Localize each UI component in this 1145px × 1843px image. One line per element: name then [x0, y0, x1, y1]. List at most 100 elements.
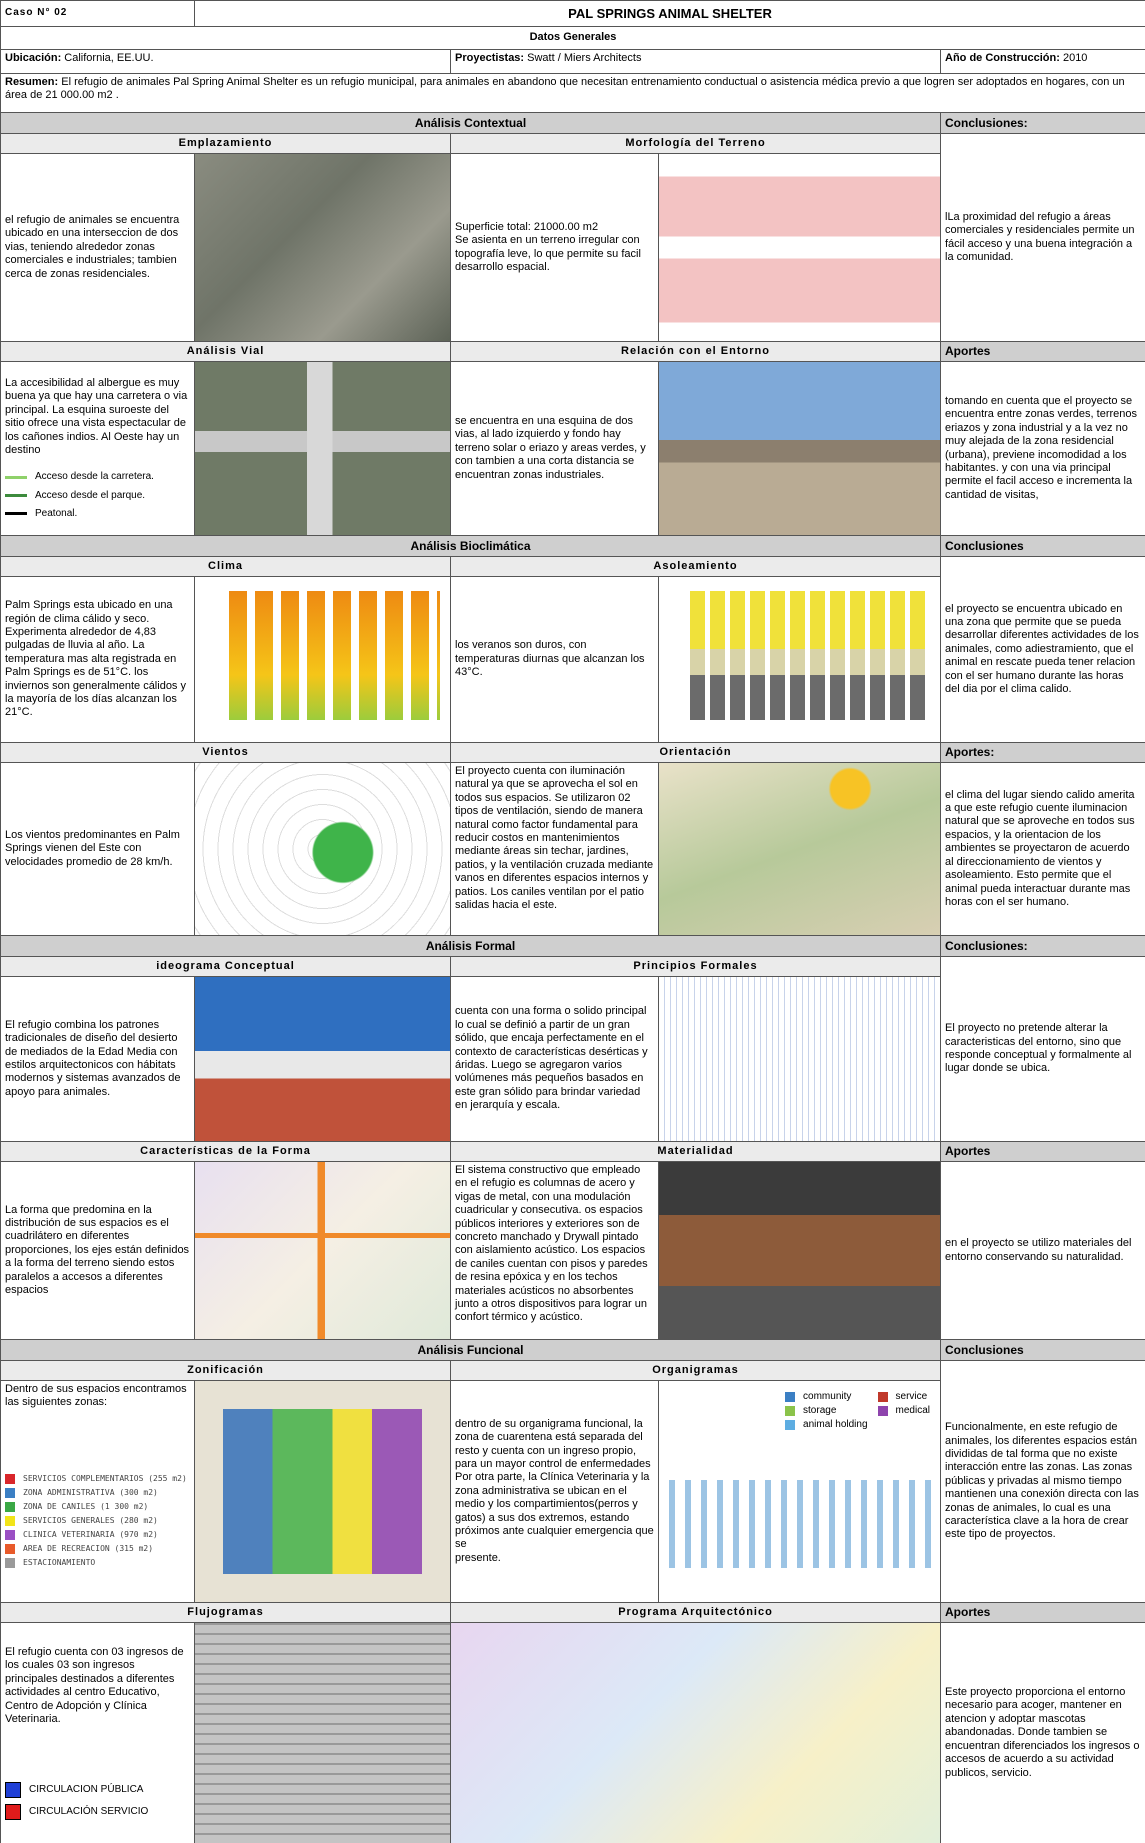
- legend-label: SERVICIOS COMPLEMENTARIOS (255 m2): [23, 1474, 187, 1484]
- general-header: Datos Generales: [0, 26, 1145, 50]
- summary: Resumen: El refugio de animales Pal Spri…: [0, 73, 1145, 113]
- legend-item: animal holding: [785, 1419, 868, 1431]
- image: [194, 1622, 451, 1843]
- block-title: Clima: [0, 556, 451, 577]
- legend-swatch: [878, 1406, 888, 1416]
- block-text: El sistema constructivo que empleado en …: [450, 1161, 659, 1340]
- legend: SERVICIOS COMPLEMENTARIOS (255 m2) ZONA A…: [5, 1470, 190, 1568]
- legend-item: community: [785, 1391, 868, 1403]
- legend-swatch: [5, 512, 27, 515]
- side-text: Este proyecto proporciona el entorno nec…: [940, 1622, 1145, 1843]
- image: [194, 1161, 451, 1340]
- legend-label: service: [896, 1391, 928, 1403]
- block-text: cuenta con una forma o solido principal …: [450, 976, 659, 1142]
- text: Palm Springs esta ubicado en una región …: [5, 599, 190, 720]
- image: [658, 762, 941, 936]
- block-title: Relación con el Entorno: [450, 341, 941, 362]
- side-text: el clima del lugar siendo calido amerita…: [940, 762, 1145, 936]
- side-text: tomando en cuenta que el proyecto se enc…: [940, 361, 1145, 536]
- side-text: en el proyecto se utilizo materiales del…: [940, 1161, 1145, 1340]
- legend-item: Acceso desde la carretera.: [5, 471, 190, 483]
- legend-item: storage: [785, 1405, 868, 1417]
- block-text: Superficie total: 21000.00 m2 Se asienta…: [450, 153, 659, 342]
- legend-item: service: [878, 1391, 930, 1403]
- text: Funcionalmente, en este refugio de anima…: [945, 1421, 1141, 1542]
- legend-swatch: [5, 1804, 21, 1820]
- text: El refugio combina los patrones tradicio…: [5, 1019, 190, 1099]
- block-title: Asoleamiento: [450, 556, 941, 577]
- year: Año de Construcción: 2010: [940, 49, 1145, 74]
- legend-swatch: [5, 476, 27, 479]
- side-title: Aportes:: [940, 742, 1145, 763]
- block-title: Organigramas: [450, 1360, 941, 1381]
- image: community service storage medical animal hol…: [658, 1380, 941, 1603]
- text: los veranos son duros, con temperaturas …: [455, 639, 654, 679]
- legend-swatch: [785, 1420, 795, 1430]
- legend-item: SERVICIOS COMPLEMENTARIOS (255 m2): [5, 1474, 190, 1484]
- legend-label: Peatonal.: [35, 508, 77, 520]
- label: Resumen:: [5, 76, 58, 88]
- block-title: ideograma Conceptual: [0, 956, 451, 977]
- section-title: Análisis Contextual: [0, 112, 941, 134]
- text: La accesibilidad al albergue es muy buen…: [5, 377, 190, 457]
- legend-item: SERVICIOS GENERALES (280 m2): [5, 1516, 190, 1526]
- block-text: dentro de su organigrama funcional, la z…: [450, 1380, 659, 1603]
- block-title: Programa Arquitectónico: [450, 1602, 941, 1623]
- value: California, EE.UU.: [64, 52, 153, 64]
- text: El proyecto cuenta con iluminación natur…: [455, 765, 654, 912]
- legend-item: ZONA DE CANILES (1 300 m2): [5, 1502, 190, 1512]
- legend-label: CIRCULACIÓN SERVICIO: [29, 1806, 148, 1818]
- legend-label: animal holding: [803, 1419, 868, 1431]
- side-text: el proyecto se encuentra ubicado en una …: [940, 556, 1145, 743]
- block-title: Materialidad: [450, 1141, 941, 1162]
- legend-label: Acceso desde la carretera.: [35, 471, 154, 483]
- label: Proyectistas:: [455, 52, 524, 64]
- legend-item: CIRCULACION PÚBLICA: [5, 1782, 190, 1798]
- legend: Acceso desde la carretera. Acceso desde e…: [5, 465, 190, 520]
- side-text: lLa proximidad del refugio a áreas comer…: [940, 133, 1145, 342]
- block-text: los veranos son duros, con temperaturas …: [450, 576, 659, 743]
- block-title: Análisis Vial: [0, 341, 451, 362]
- text: La forma que predomina en la distribució…: [5, 1204, 190, 1298]
- legend-swatch: [5, 494, 27, 497]
- image: [194, 576, 451, 743]
- legend-swatch: [5, 1474, 15, 1484]
- block-text: Los vientos predominantes en Palm Spring…: [0, 762, 195, 936]
- legend-item: CIRCULACIÓN SERVICIO: [5, 1804, 190, 1820]
- legend-label: community: [803, 1391, 851, 1403]
- legend-item: ZONA ADMINISTRATIVA (300 m2): [5, 1488, 190, 1498]
- block-text: La accesibilidad al albergue es muy buen…: [0, 361, 195, 536]
- block-title: Morfología del Terreno: [450, 133, 941, 154]
- legend-label: medical: [896, 1405, 930, 1417]
- block-title: Zonificación: [0, 1360, 451, 1381]
- legend-label: AREA DE RECREACION (315 m2): [23, 1544, 153, 1554]
- section-title: Análisis Funcional: [0, 1339, 941, 1361]
- legend-swatch: [5, 1488, 15, 1498]
- block-title: Vientos: [0, 742, 451, 763]
- image: [194, 361, 451, 536]
- section-title: Análisis Formal: [0, 935, 941, 957]
- legend-label: ZONA DE CANILES (1 300 m2): [23, 1502, 148, 1512]
- text: Dentro de sus espacios encontramos las s…: [5, 1383, 190, 1410]
- block-title: Orientación: [450, 742, 941, 763]
- legend-swatch: [5, 1530, 15, 1540]
- architects: Proyectistas: Swatt / Miers Architects: [450, 49, 941, 74]
- legend-label: SERVICIOS GENERALES (280 m2): [23, 1516, 158, 1526]
- legend-label: Acceso desde el parque.: [35, 490, 145, 502]
- block-text: La forma que predomina en la distribució…: [0, 1161, 195, 1340]
- block-text: Dentro de sus espacios encontramos las s…: [0, 1380, 195, 1603]
- side-title: Aportes: [940, 1602, 1145, 1623]
- legend-swatch: [5, 1544, 15, 1554]
- side-title: Aportes: [940, 1141, 1145, 1162]
- image: [450, 1622, 941, 1843]
- image: [194, 153, 451, 342]
- legend-label: ESTACIONAMIENTO: [23, 1558, 95, 1568]
- text: dentro de su organigrama funcional, la z…: [455, 1418, 654, 1565]
- legend-item: Peatonal.: [5, 508, 190, 520]
- side-title: Conclusiones: [940, 1339, 1145, 1361]
- legend-label: storage: [803, 1405, 836, 1417]
- value: Swatt / Miers Architects: [527, 52, 641, 64]
- image: [658, 1161, 941, 1340]
- image: [194, 976, 451, 1142]
- block-title: Emplazamiento: [0, 133, 451, 154]
